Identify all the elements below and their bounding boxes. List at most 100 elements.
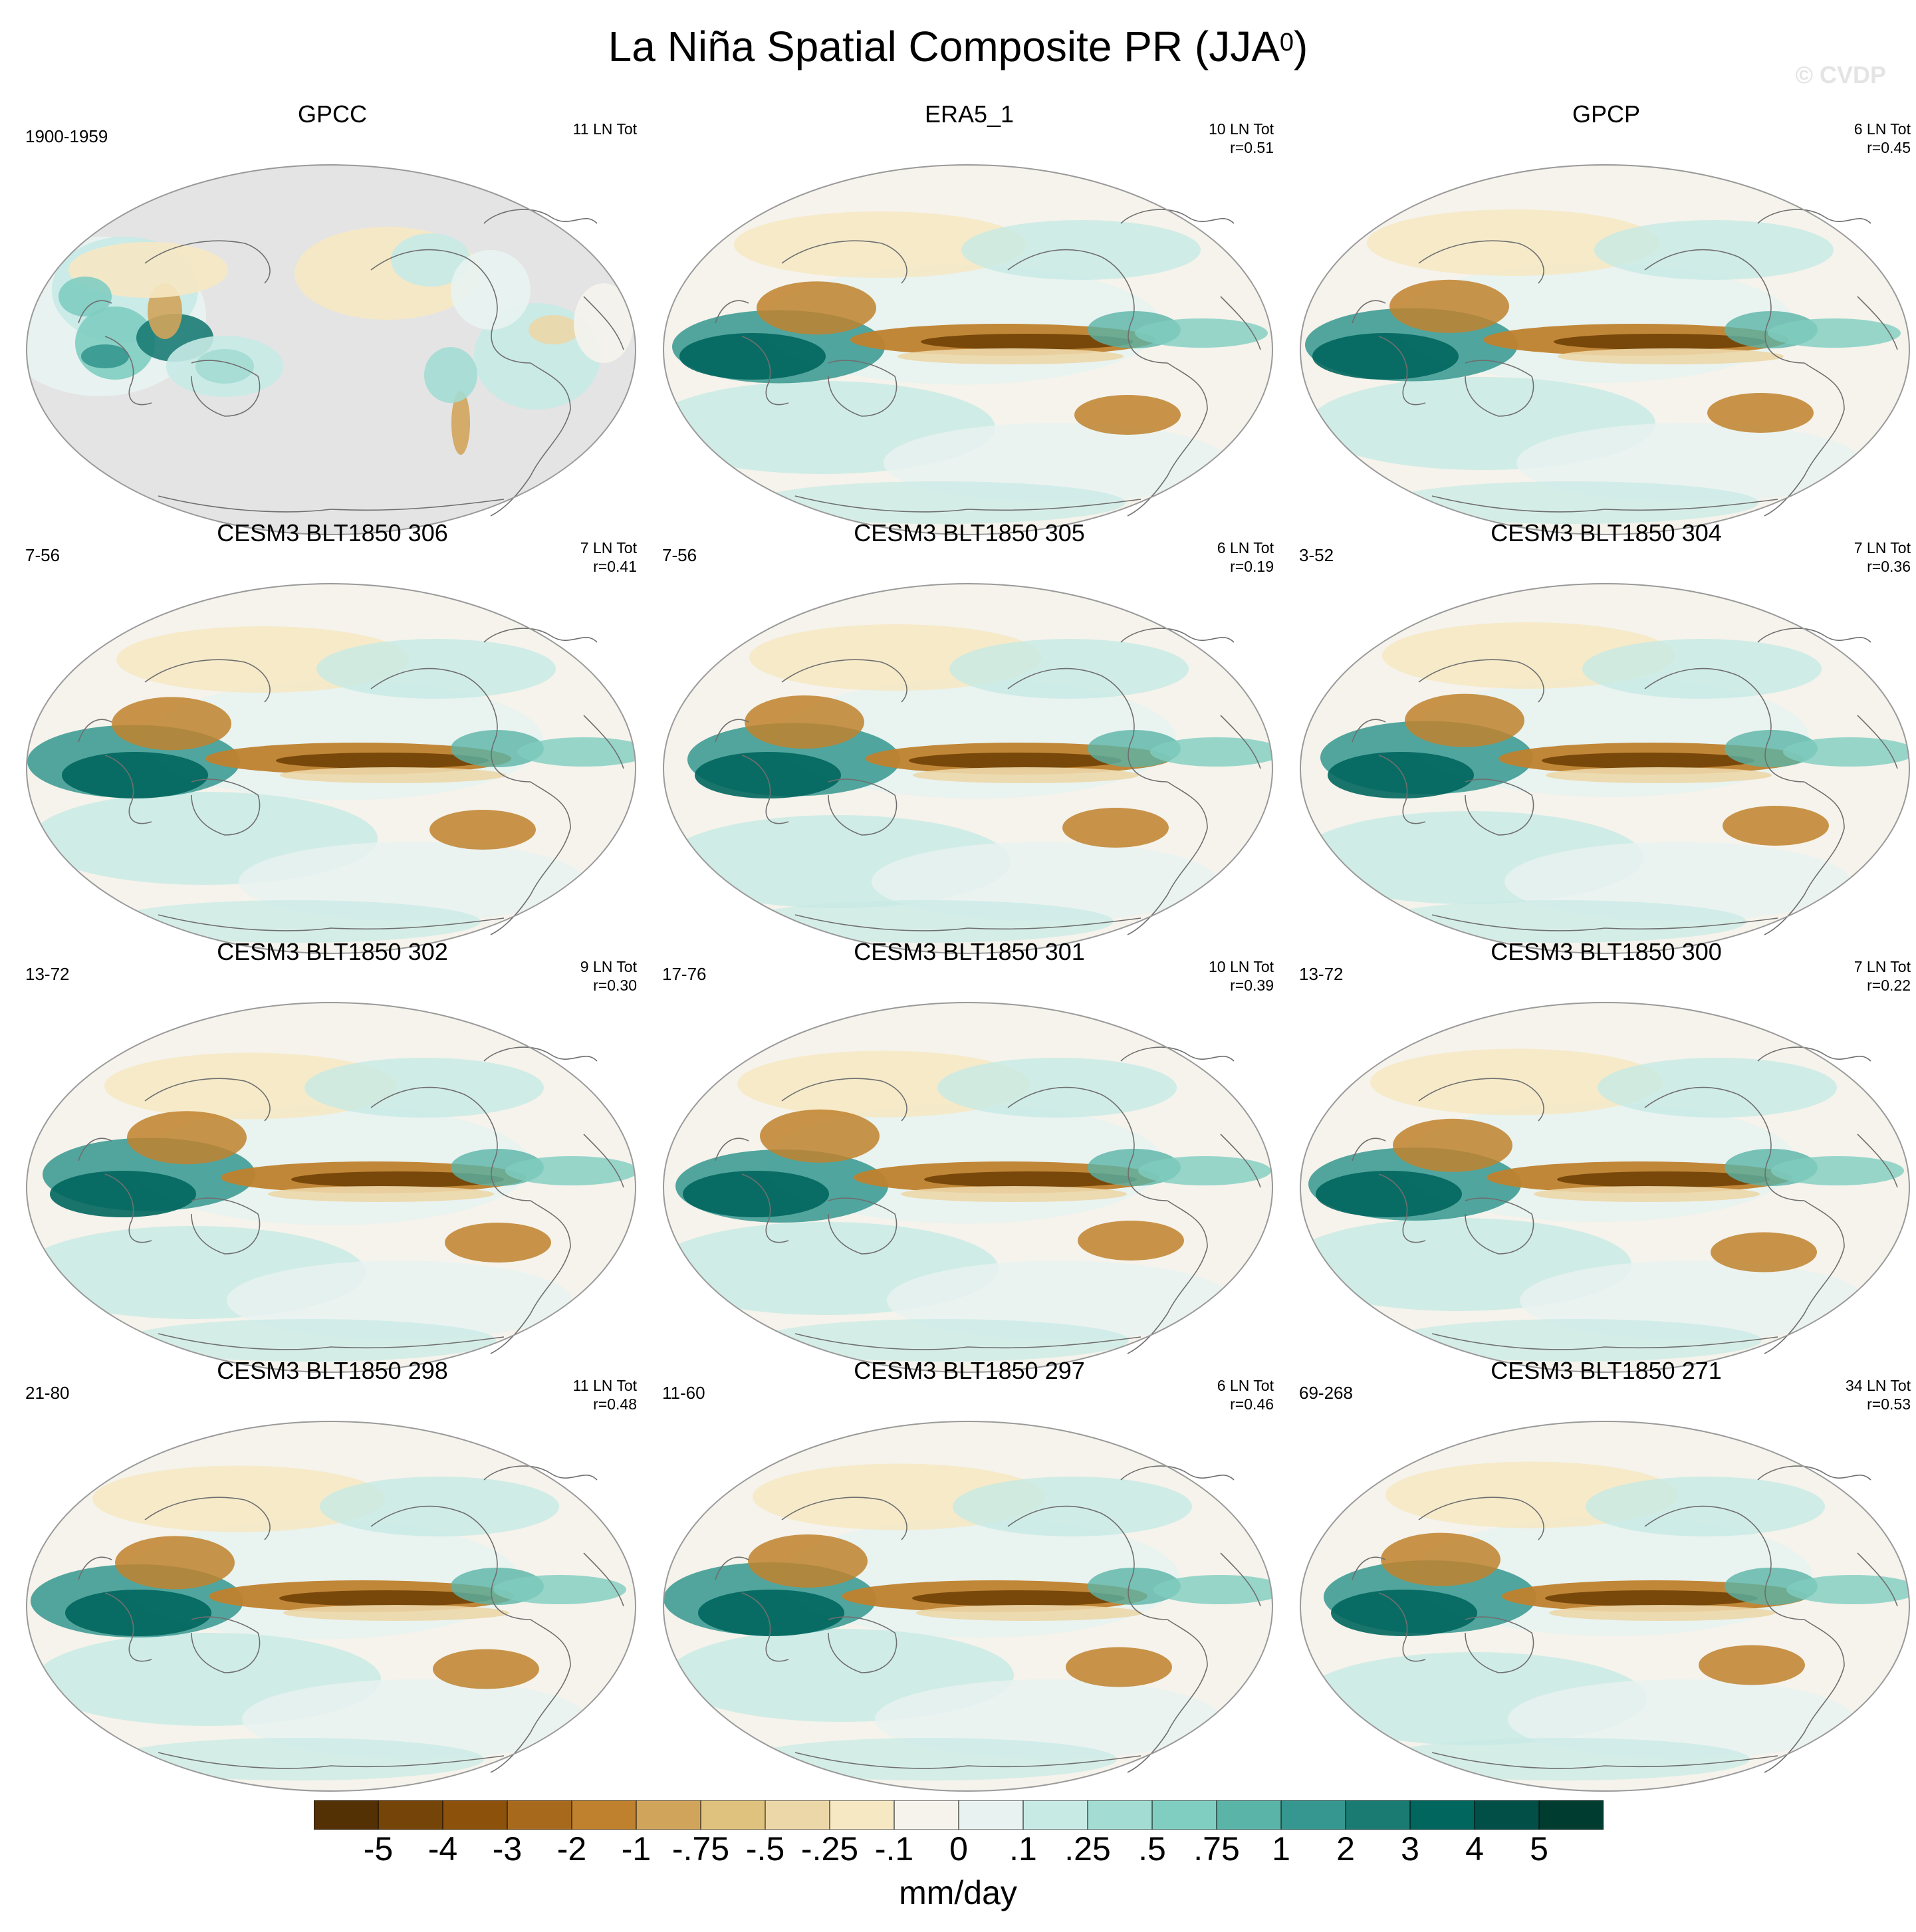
coastlines <box>715 1046 1261 1354</box>
robinson-map <box>26 1002 636 1373</box>
panel-stats: 7 LN Tot r=0.36 <box>1854 539 1911 576</box>
figure-title-superscript: 0 <box>1279 29 1294 57</box>
event-count: 6 LN Tot <box>1854 120 1911 138</box>
map-border <box>1300 164 1910 535</box>
coastlines <box>78 628 624 935</box>
map-panel: CESM3 BLT1850 298 21-80 11 LN Tot r=0.48 <box>13 1356 652 1792</box>
map-panel: CESM3 BLT1850 304 3-52 7 LN Tot r=0.36 <box>1287 519 1916 954</box>
map-panel: GPCC 1900-1959 11 LN Tot <box>13 100 652 535</box>
panel-title: GPCC <box>297 100 367 128</box>
panel-title: CESM3 BLT1850 306 <box>217 519 448 546</box>
pattern-correlation: r=0.36 <box>1867 558 1911 575</box>
robinson-map <box>663 1002 1273 1373</box>
panel-title: ERA5_1 <box>924 100 1015 128</box>
colorbar-swatch <box>958 1800 1024 1830</box>
colorbar-tick: -.5 <box>745 1830 785 1868</box>
map-field <box>663 584 1272 953</box>
colorbar-swatch <box>636 1800 701 1830</box>
cvdp-watermark: © CVDP <box>1795 61 1886 88</box>
robinson-map <box>1300 1002 1910 1373</box>
pattern-correlation: r=0.19 <box>1230 558 1274 575</box>
colorbar-units: mm/day <box>899 1874 1017 1911</box>
colorbar-tick: -4 <box>427 1830 458 1868</box>
map-field <box>27 1421 636 1791</box>
colorbar <box>314 1800 1604 1830</box>
colorbar-swatch <box>571 1800 637 1830</box>
panel-title: CESM3 BLT1850 298 <box>217 1357 448 1384</box>
map-border <box>1300 1421 1910 1792</box>
colorbar-tick: -2 <box>556 1830 587 1868</box>
colorbar-swatch <box>378 1800 443 1830</box>
panel-stats: 11 LN Tot <box>573 120 637 138</box>
panel-title: CESM3 BLT1850 297 <box>854 1357 1085 1384</box>
map-field <box>27 1003 636 1372</box>
pattern-correlation: r=0.51 <box>1230 139 1274 156</box>
colorbar-swatch <box>1022 1800 1088 1830</box>
robinson-map <box>663 583 1273 954</box>
colorbar-swatch <box>1538 1800 1604 1830</box>
pattern-correlation: r=0.46 <box>1230 1395 1274 1413</box>
map-panel: CESM3 BLT1850 300 13-72 7 LN Tot r=0.22 <box>1287 937 1916 1373</box>
panel-title: CESM3 BLT1850 305 <box>854 519 1085 546</box>
colorbar-tick: 2 <box>1336 1830 1355 1868</box>
robinson-map <box>1300 1421 1910 1792</box>
event-count: 7 LN Tot <box>580 539 637 556</box>
panel-title: CESM3 BLT1850 300 <box>1491 938 1722 965</box>
colorbar-swatch <box>507 1800 572 1830</box>
panel-title: CESM3 BLT1850 271 <box>1491 1357 1722 1384</box>
panel-years: 7-56 <box>25 545 60 565</box>
colorbar-tick: 4 <box>1465 1830 1484 1868</box>
map-border <box>663 164 1273 535</box>
map-field <box>1300 165 1909 535</box>
robinson-map <box>26 583 636 954</box>
event-count: 10 LN Tot <box>1208 120 1274 138</box>
panel-stats: 6 LN Tot r=0.19 <box>1217 539 1274 576</box>
colorbar-swatch <box>442 1800 508 1830</box>
pattern-correlation: r=0.30 <box>593 977 637 994</box>
map-field <box>27 584 636 953</box>
colorbar-tick: .25 <box>1064 1830 1111 1868</box>
colorbar-swatch <box>1087 1800 1153 1830</box>
map-panel: CESM3 BLT1850 306 7-56 7 LN Tot r=0.41 <box>13 519 652 954</box>
panel-years: 13-72 <box>1299 964 1344 984</box>
colorbar-swatch <box>1151 1800 1217 1830</box>
panel-years: 17-76 <box>662 964 707 984</box>
map-field <box>1300 1421 1909 1791</box>
robinson-map <box>1300 164 1910 535</box>
event-count: 7 LN Tot <box>1854 958 1911 975</box>
map-field <box>663 1421 1272 1791</box>
pattern-correlation: r=0.53 <box>1867 1395 1911 1413</box>
panel-title: CESM3 BLT1850 304 <box>1491 519 1722 546</box>
panel-title: CESM3 BLT1850 302 <box>217 938 448 965</box>
panel-title: CESM3 BLT1850 301 <box>854 938 1085 965</box>
event-count: 11 LN Tot <box>572 120 637 138</box>
colorbar-tick: 0 <box>949 1830 968 1868</box>
map-panel: CESM3 BLT1850 297 11-60 6 LN Tot r=0.46 <box>650 1356 1288 1792</box>
map-field <box>663 165 1272 535</box>
map-panel: CESM3 BLT1850 305 7-56 6 LN Tot r=0.19 <box>650 519 1288 954</box>
map-field <box>663 1003 1272 1372</box>
colorbar-tick: .75 <box>1193 1830 1240 1868</box>
event-count: 7 LN Tot <box>1854 539 1911 556</box>
pattern-correlation: r=0.48 <box>593 1395 637 1413</box>
panel-years: 1900-1959 <box>25 126 108 146</box>
map-field <box>27 165 636 535</box>
colorbar-swatch <box>894 1800 959 1830</box>
panel-years: 21-80 <box>25 1383 70 1403</box>
colorbar-tick: -5 <box>363 1830 394 1868</box>
panel-stats: 9 LN Tot r=0.30 <box>580 957 637 995</box>
panel-stats: 6 LN Tot r=0.46 <box>1217 1376 1274 1413</box>
colorbar-tick: .5 <box>1138 1830 1166 1868</box>
event-count: 6 LN Tot <box>1217 1377 1274 1394</box>
pattern-correlation: r=0.22 <box>1867 977 1911 994</box>
colorbar-swatch <box>1216 1800 1282 1830</box>
map-panel: CESM3 BLT1850 301 17-76 10 LN Tot r=0.39 <box>650 937 1288 1373</box>
colorbar-tick: 5 <box>1530 1830 1548 1868</box>
panel-stats: 7 LN Tot r=0.22 <box>1854 957 1911 995</box>
map-border <box>1300 583 1910 954</box>
colorbar-tick: -.25 <box>800 1830 859 1868</box>
event-count: 9 LN Tot <box>580 958 637 975</box>
panel-years: 11-60 <box>662 1383 705 1403</box>
map-border <box>26 164 636 535</box>
figure-title-close: ) <box>1294 23 1308 70</box>
